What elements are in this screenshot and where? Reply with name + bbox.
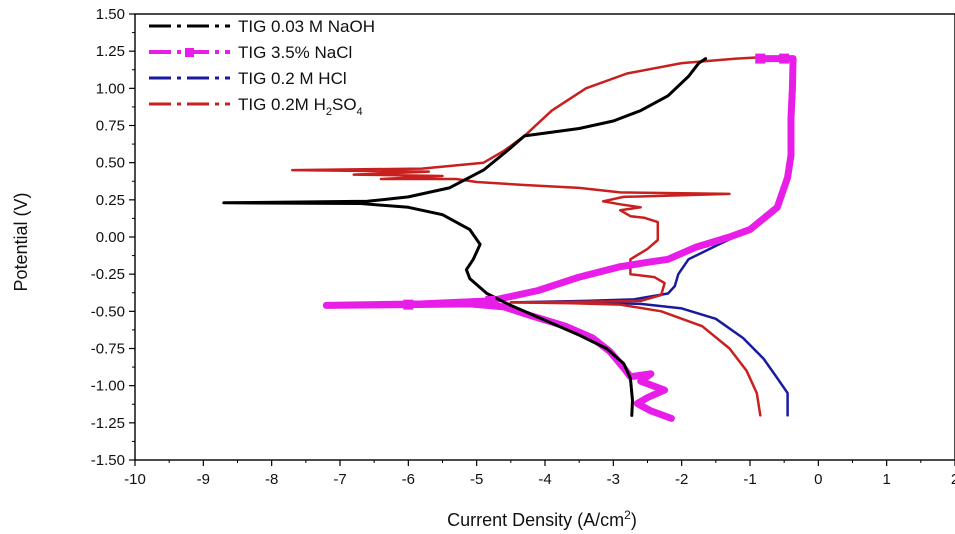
legend-label-hcl: TIG 0.2 M HCl — [238, 69, 347, 88]
legend-label-nacl: TIG 3.5% NaCl — [238, 43, 352, 62]
y-tick-label: 1.50 — [96, 6, 125, 23]
series-line-1 — [322, 55, 797, 422]
x-tick-label: -1 — [743, 471, 756, 488]
series-line-3 — [290, 55, 765, 417]
x-tick-label: 0 — [814, 471, 822, 488]
y-axis-title: Potential (V) — [11, 192, 31, 291]
legend-label-naoh: TIG 0.03 M NaOH — [238, 17, 375, 36]
x-tick-label: -8 — [265, 471, 278, 488]
x-tick-label: -3 — [607, 471, 620, 488]
x-axis-ticks: -10-9-8-7-6-5-4-3-2-1012 — [124, 460, 955, 488]
x-tick-label: -5 — [470, 471, 483, 488]
x-tick-label: 2 — [951, 471, 955, 488]
x-axis-title: Current Density (A/cm2) — [447, 508, 637, 530]
nacl-marker — [755, 53, 766, 64]
x-tick-label: -6 — [402, 471, 415, 488]
legend-label-h2so4: TIG 0.2M H2SO4 — [238, 95, 363, 118]
x-tick-label: -4 — [538, 471, 551, 488]
x-tick-label: -9 — [197, 471, 210, 488]
y-tick-label: -0.50 — [91, 303, 125, 320]
nacl-marker — [779, 53, 790, 64]
y-tick-label: 0.50 — [96, 155, 125, 172]
y-tick-label: -0.25 — [91, 266, 125, 283]
y-tick-label: 1.00 — [96, 80, 125, 97]
nacl-marker — [403, 299, 414, 310]
x-tick-label: -10 — [124, 471, 146, 488]
y-tick-label: 0.00 — [96, 229, 125, 246]
x-tick-label: -2 — [675, 471, 688, 488]
series-line-2 — [509, 57, 794, 417]
y-axis-ticks: -1.50 -1.25 -1.00 -0.75 -0.50 -0.25 0.00 0.25 0.… — [91, 6, 135, 469]
y-tick-label: 0.75 — [96, 118, 125, 135]
y-tick-label: -1.00 — [91, 378, 125, 395]
x-tick-label: -7 — [333, 471, 346, 488]
legend: TIG 0.03 M NaOH TIG 3.5% NaCl TIG 0.2 M … — [149, 17, 375, 118]
y-tick-label: 1.25 — [96, 43, 125, 60]
nacl-marker — [485, 295, 496, 306]
series-layer — [222, 53, 797, 422]
y-tick-label: -0.75 — [91, 341, 125, 358]
x-tick-label: 1 — [882, 471, 890, 488]
y-tick-label: 0.25 — [96, 192, 125, 209]
y-tick-label: -1.50 — [91, 452, 125, 469]
y-tick-label: -1.25 — [91, 415, 125, 432]
series-line-0 — [222, 57, 708, 417]
